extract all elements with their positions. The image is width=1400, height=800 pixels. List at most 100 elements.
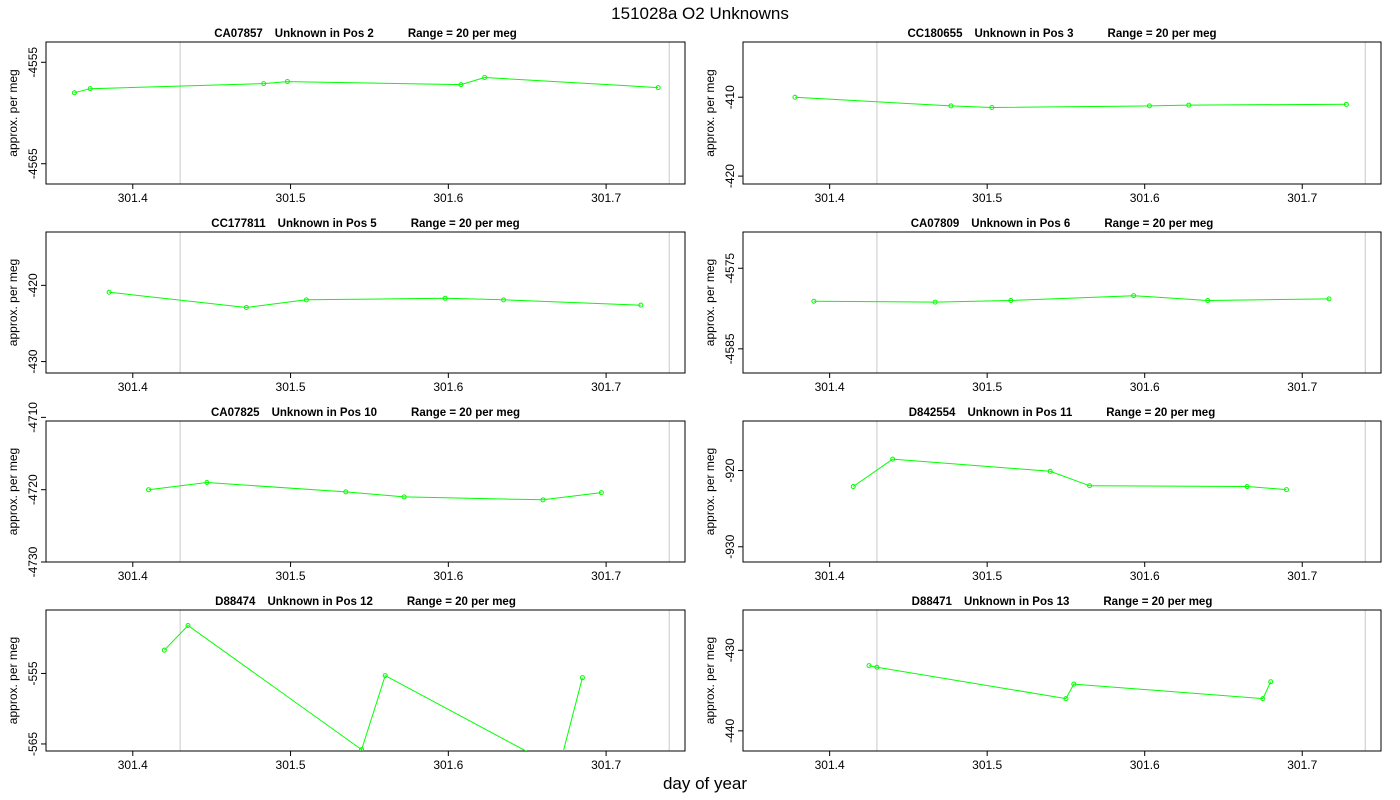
data-point: [501, 297, 507, 303]
x-tick-label: 301.6: [1130, 569, 1160, 583]
panel-position: Unknown in Pos 3: [974, 28, 1073, 40]
y-tick-label: -410: [723, 85, 737, 109]
y-tick-label: -4575: [723, 253, 737, 284]
plot-frame: [45, 609, 686, 752]
data-point: [874, 664, 880, 670]
data-point: [792, 94, 798, 100]
panel-title: D88471 Unknown in Pos 13 Range = 20 per me…: [912, 596, 1213, 608]
y-axis-label: approx. per meg: [6, 259, 20, 346]
panel-position: Unknown in Pos 13: [964, 596, 1069, 608]
panel-sample: D88474: [215, 596, 256, 608]
y-tick-label: -555: [26, 661, 40, 685]
plot-frame: [742, 41, 1382, 185]
y-axis-label: approx. per meg: [6, 448, 20, 535]
x-tick-label: 301.4: [815, 191, 845, 205]
data-point: [1260, 696, 1266, 702]
panel-range: Range = 20 per meg: [1103, 596, 1212, 608]
page-title: 151028a O2 Unknowns: [611, 4, 789, 23]
data-point: [1283, 487, 1289, 493]
plot-frame: [742, 231, 1382, 374]
data-point: [948, 103, 954, 109]
series-group: [792, 94, 1349, 110]
x-tick-label: 301.4: [815, 569, 845, 583]
panel-sample: CA07857: [214, 28, 263, 40]
series-line: [109, 291, 641, 309]
panel-title: CA07809 Unknown in Pos 6 Range = 20 per me…: [911, 218, 1214, 230]
data-point: [343, 489, 349, 495]
panel-range: Range = 20 per meg: [411, 218, 520, 230]
plot-frame: [45, 231, 686, 374]
y-axis-label: approx. per meg: [703, 448, 717, 535]
data-point: [87, 86, 93, 92]
x-tick-label: 301.5: [972, 569, 1002, 583]
series-group: [866, 663, 1274, 702]
x-tick-label: 301.6: [433, 569, 463, 583]
panel-title: CA07857 Unknown in Pos 2 Range = 20 per me…: [214, 28, 517, 40]
data-point: [1063, 696, 1069, 702]
x-tick-label: 301.5: [276, 758, 306, 772]
panel-range: Range = 20 per meg: [1108, 28, 1217, 40]
data-point: [890, 456, 896, 462]
data-point: [1244, 484, 1250, 490]
y-tick-label: -430: [26, 349, 40, 373]
data-point: [284, 79, 290, 85]
data-point: [811, 298, 817, 304]
data-point: [261, 81, 267, 87]
data-point: [1071, 681, 1077, 687]
panel-title: D88474 Unknown in Pos 12 Range = 20 per me…: [215, 596, 516, 608]
panel-title: CC177811 Unknown in Pos 5 Range = 20 per m…: [211, 218, 519, 230]
data-point: [1326, 296, 1332, 302]
x-tick-label: 301.7: [1287, 191, 1317, 205]
series-line: [74, 76, 659, 94]
y-axis-label: approx. per meg: [6, 69, 20, 156]
plot-frame: [45, 41, 686, 185]
panel-title: CC180655 Unknown in Pos 3 Range = 20 per m…: [907, 28, 1216, 40]
series-line: [163, 624, 583, 751]
panel-3: CC177811 Unknown in Pos 5 Range = 20 per m…: [6, 218, 686, 394]
data-point: [382, 673, 388, 679]
x-tick-label: 301.4: [118, 569, 148, 583]
series-group: [850, 456, 1289, 493]
data-point: [458, 82, 464, 88]
x-tick-label: 301.4: [118, 191, 148, 205]
y-tick-label: -440: [723, 719, 737, 743]
data-point: [359, 747, 365, 751]
panel-range: Range = 20 per meg: [408, 28, 517, 40]
data-point: [540, 497, 546, 503]
panel-position: Unknown in Pos 2: [275, 28, 374, 40]
y-tick-label: -420: [723, 164, 737, 188]
series-group: [161, 623, 585, 751]
x-tick-label: 301.6: [433, 380, 463, 394]
data-point: [1131, 293, 1137, 299]
data-point: [482, 75, 488, 80]
panel-position: Unknown in Pos 6: [971, 218, 1070, 230]
data-point: [866, 663, 872, 669]
data-point: [1343, 101, 1349, 107]
panel-1: CA07857 Unknown in Pos 2 Range = 20 per me…: [6, 28, 686, 205]
y-tick-label: -4710: [26, 402, 40, 433]
y-axis-label: approx. per meg: [703, 637, 717, 724]
y-tick-label: -4720: [26, 474, 40, 505]
data-point: [932, 299, 938, 305]
data-point: [850, 484, 856, 490]
panel-position: Unknown in Pos 12: [267, 596, 372, 608]
data-point: [638, 302, 644, 308]
x-tick-label: 301.4: [815, 380, 845, 394]
panel-position: Unknown in Pos 5: [278, 218, 378, 230]
panel-7: D88474 Unknown in Pos 12 Range = 20 per me…: [6, 596, 686, 772]
panel-sample: D88471: [912, 596, 953, 608]
x-tick-label: 301.5: [276, 380, 306, 394]
x-tick-label: 301.4: [815, 758, 845, 772]
panel-8: D88471 Unknown in Pos 13 Range = 20 per me…: [703, 596, 1382, 772]
x-tick-label: 301.7: [1287, 380, 1317, 394]
series-group: [106, 289, 644, 310]
y-tick-label: -420: [26, 273, 40, 297]
y-tick-label: -430: [723, 638, 737, 662]
panel-range: Range = 20 per meg: [411, 407, 520, 419]
data-point: [243, 304, 249, 310]
data-point: [1186, 102, 1192, 108]
panel-5: CA07825 Unknown in Pos 10 Range = 20 per m…: [6, 402, 686, 583]
series-group: [71, 75, 661, 96]
data-point: [579, 675, 585, 681]
